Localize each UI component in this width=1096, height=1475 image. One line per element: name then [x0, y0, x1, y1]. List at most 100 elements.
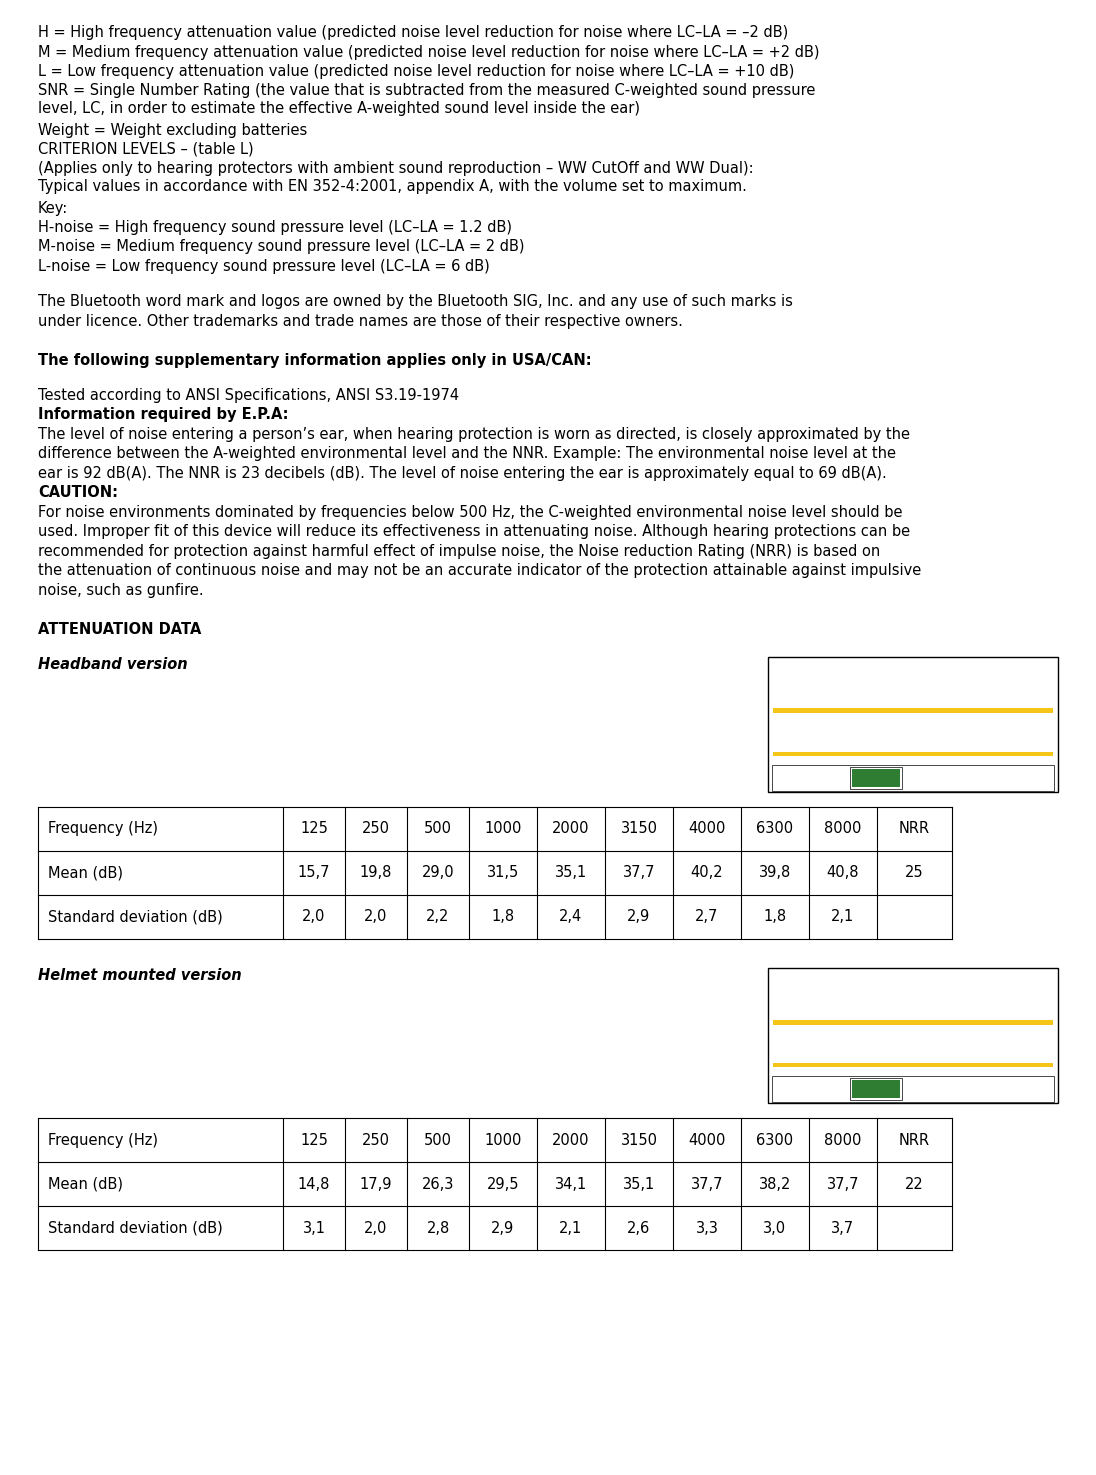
- Text: (Applies only to hearing protectors with ambient sound reproduction – WW CutOff : (Applies only to hearing protectors with…: [38, 161, 754, 193]
- Text: THE RANGE OF NOISE REDUCTION RATINGS
FOR EXISTING HEARING PROTECTORS
IS APPROXIM: THE RANGE OF NOISE REDUCTION RATINGS FOR…: [830, 1030, 996, 1052]
- Text: 2,6: 2,6: [627, 1220, 651, 1236]
- Text: 37,7: 37,7: [690, 1177, 723, 1192]
- Bar: [852, 768, 900, 786]
- Text: 3,0: 3,0: [764, 1220, 787, 1236]
- Text: DECIBELS: DECIBELS: [920, 979, 957, 990]
- Text: 250: 250: [362, 1133, 390, 1148]
- Text: Standard deviation (dB): Standard deviation (dB): [48, 1220, 222, 1236]
- Bar: [772, 1077, 1054, 1102]
- Text: Tested according to ANSI Specifications, ANSI S3.19-1974: Tested according to ANSI Specifications,…: [38, 388, 459, 403]
- Text: The level of noise entering a person’s ear, when hearing protection is worn as d: The level of noise entering a person’s e…: [38, 426, 910, 441]
- Text: Information required by E.P.A:: Information required by E.P.A:: [38, 407, 288, 422]
- Text: For noise environments dominated by frequencies below 500 Hz, the C-weighted env: For noise environments dominated by freq…: [38, 504, 902, 519]
- Bar: [852, 1080, 900, 1097]
- Text: Standard deviation (dB): Standard deviation (dB): [48, 909, 222, 925]
- Text: CAUTION:: CAUTION:: [38, 485, 118, 500]
- Text: 14,8: 14,8: [298, 1177, 330, 1192]
- Text: 15,7: 15,7: [298, 866, 330, 881]
- Text: 2,2: 2,2: [426, 909, 449, 925]
- Text: Noise: Noise: [780, 670, 817, 683]
- Bar: [772, 766, 1054, 791]
- Text: LABEL REQUIRED BY
US EPA REGULATION
40 CFR Part 211, Subpart B: LABEL REQUIRED BY US EPA REGULATION 40 C…: [910, 768, 985, 785]
- Text: 125: 125: [300, 822, 328, 836]
- Text: 3150: 3150: [620, 1133, 658, 1148]
- Text: Noise: Noise: [780, 981, 817, 994]
- Text: L-noise = Low frequency sound pressure level (LC–LA = 6 dB): L-noise = Low frequency sound pressure l…: [38, 260, 490, 274]
- Text: 34,1: 34,1: [555, 1177, 587, 1192]
- Text: under licence. Other trademarks and trade names are those of their respective ow: under licence. Other trademarks and trad…: [38, 314, 683, 329]
- Text: 500: 500: [424, 822, 452, 836]
- Text: H = High frequency attenuation value (predicted noise level reduction for noise : H = High frequency attenuation value (pr…: [38, 25, 788, 40]
- Bar: [773, 752, 1053, 755]
- Text: SNR = Single Number Rating (the value that is subtracted from the measured C-wei: SNR = Single Number Rating (the value th…: [38, 84, 815, 117]
- Text: 35,1: 35,1: [555, 866, 587, 881]
- Text: 2,0: 2,0: [364, 909, 388, 925]
- Text: 22: 22: [905, 1177, 924, 1192]
- Text: SORDIN AB • SWEDEN    #75302: SORDIN AB • SWEDEN #75302: [780, 758, 905, 767]
- Text: 4000: 4000: [688, 822, 726, 836]
- Text: 25: 25: [905, 866, 924, 881]
- Text: 29,0: 29,0: [422, 866, 455, 881]
- Text: 1000: 1000: [484, 822, 522, 836]
- Text: 125: 125: [300, 1133, 328, 1148]
- Text: NRR: NRR: [899, 822, 931, 836]
- Text: the attenuation of continuous noise and may not be an accurate indicator of the : the attenuation of continuous noise and …: [38, 563, 922, 578]
- Text: Frequency (Hz): Frequency (Hz): [48, 1133, 158, 1148]
- Text: The following supplementary information applies only in USA/CAN:: The following supplementary information …: [38, 353, 592, 367]
- Text: Provided here and to be
removed at the label
adhered to earmuffs: Provided here and to be removed at the l…: [775, 768, 841, 785]
- Text: Mean (dB): Mean (dB): [48, 1177, 123, 1192]
- Text: recommended for protection against harmful effect of impulse noise, the Noise re: recommended for protection against harmf…: [38, 544, 880, 559]
- Bar: [768, 656, 1058, 792]
- Text: 38,2: 38,2: [758, 1177, 791, 1192]
- Text: 39,8: 39,8: [758, 866, 791, 881]
- Text: 37,7: 37,7: [826, 1177, 859, 1192]
- Text: ♥EPA: ♥EPA: [859, 1080, 892, 1089]
- Text: 6300: 6300: [756, 1133, 794, 1148]
- Text: 3150: 3150: [620, 822, 658, 836]
- Text: 19,8: 19,8: [359, 866, 392, 881]
- Text: 2,1: 2,1: [559, 1220, 583, 1236]
- Text: 35,1: 35,1: [623, 1177, 655, 1192]
- Text: Weight = Weight excluding batteries: Weight = Weight excluding batteries: [38, 122, 307, 137]
- Text: SORDIN AB • SWEDEN    #75302: SORDIN AB • SWEDEN #75302: [780, 1069, 905, 1078]
- Text: ♥EPA: ♥EPA: [859, 768, 892, 777]
- Text: Reduction: Reduction: [780, 999, 847, 1012]
- Text: 6300: 6300: [756, 822, 794, 836]
- Bar: [773, 1063, 1053, 1066]
- Text: (WHEN USED AS DIRECTED): (WHEN USED AS DIRECTED): [910, 996, 1007, 1002]
- Text: 2,9: 2,9: [491, 1220, 515, 1236]
- Bar: [850, 1078, 902, 1100]
- Text: 2,4: 2,4: [559, 909, 583, 925]
- Text: Headband version: Headband version: [38, 656, 187, 671]
- Bar: [773, 708, 1053, 714]
- Text: ATTENUATION DATA: ATTENUATION DATA: [38, 621, 202, 637]
- Text: Rating: Rating: [780, 1016, 823, 1030]
- Text: 40,8: 40,8: [826, 866, 859, 881]
- Text: 37,7: 37,7: [623, 866, 655, 881]
- Text: 3,1: 3,1: [302, 1220, 326, 1236]
- Text: 3,3: 3,3: [696, 1220, 719, 1236]
- Text: 250: 250: [362, 822, 390, 836]
- Text: 40,2: 40,2: [690, 866, 723, 881]
- Text: difference between the A-weighted environmental level and the NNR. Example: The : difference between the A-weighted enviro…: [38, 447, 897, 462]
- Bar: [773, 1019, 1053, 1025]
- Text: 2,9: 2,9: [627, 909, 651, 925]
- Text: 3,7: 3,7: [832, 1220, 855, 1236]
- Text: 31,5: 31,5: [487, 866, 520, 881]
- Text: 18: 18: [840, 974, 917, 1027]
- Text: 2,8: 2,8: [426, 1220, 449, 1236]
- Text: LABEL REQUIRED BY
US EPA REGULATION
40 CFR Part 211, Subpart B: LABEL REQUIRED BY US EPA REGULATION 40 C…: [910, 1080, 985, 1096]
- Text: 2000: 2000: [552, 822, 590, 836]
- Bar: [850, 767, 902, 789]
- Text: Frequency (Hz): Frequency (Hz): [48, 822, 158, 836]
- Text: H-noise = High frequency sound pressure level (LC–LA = 1.2 dB): H-noise = High frequency sound pressure …: [38, 220, 512, 235]
- Text: 29,5: 29,5: [487, 1177, 520, 1192]
- Text: 1,8: 1,8: [491, 909, 514, 925]
- Text: 26,3: 26,3: [422, 1177, 454, 1192]
- Text: L = Low frequency attenuation value (predicted noise level reduction for noise w: L = Low frequency attenuation value (pre…: [38, 63, 795, 80]
- Text: NRR: NRR: [899, 1133, 931, 1148]
- Text: 17,9: 17,9: [359, 1177, 392, 1192]
- Text: Reduction: Reduction: [780, 687, 847, 701]
- Text: The Bluetooth word mark and logos are owned by the Bluetooth SIG, Inc. and any u: The Bluetooth word mark and logos are ow…: [38, 294, 792, 310]
- Text: 4000: 4000: [688, 1133, 726, 1148]
